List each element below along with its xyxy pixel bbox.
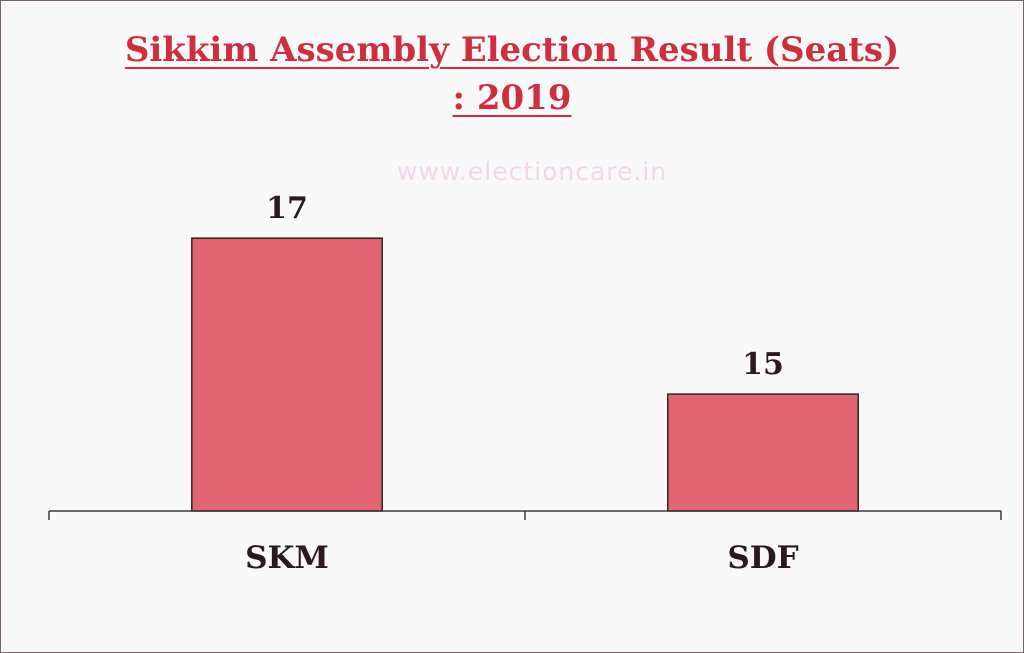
x-axis <box>48 510 1002 520</box>
chart-title-line2: : 2019 <box>452 78 572 118</box>
chart-title: Sikkim Assembly Election Result (Seats) … <box>0 26 1024 122</box>
data-label-sdf: 15 <box>742 347 784 382</box>
x-tick-label-skm: SKM <box>245 540 329 576</box>
watermark: www.electioncare.in <box>396 157 668 186</box>
bar-skm <box>191 237 383 512</box>
data-label-skm: 17 <box>266 191 308 226</box>
x-tick-label-sdf: SDF <box>727 540 798 576</box>
labels-group: 17 SKM 15 SDF <box>245 191 798 576</box>
bar-sdf <box>667 393 859 512</box>
chart-title-line1: Sikkim Assembly Election Result (Seats) <box>124 30 900 70</box>
